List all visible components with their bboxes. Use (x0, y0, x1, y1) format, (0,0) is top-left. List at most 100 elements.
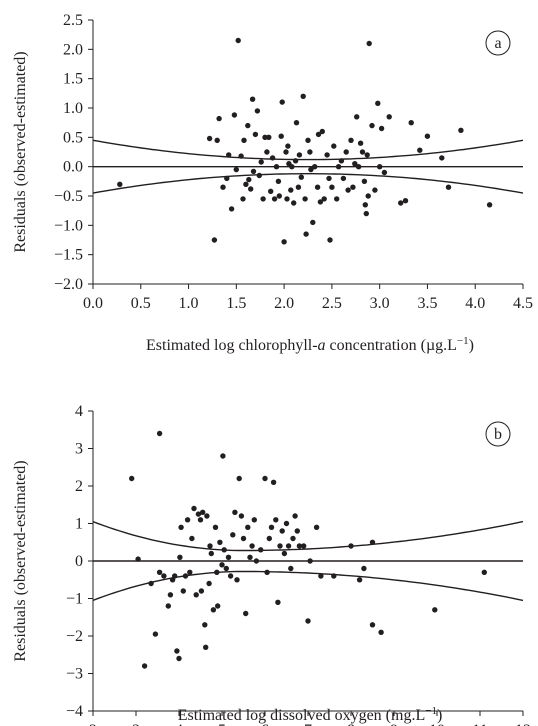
panel-b-data-point (135, 556, 141, 562)
panel-a-data-point (211, 237, 218, 243)
panel-a-data-point (292, 158, 299, 164)
panel-b-y-tick-label: −3 (66, 666, 83, 683)
panel-b-x-tick-label: 8 (347, 722, 355, 726)
panel-a-data-point (378, 125, 385, 132)
panel-a-y-tick-label: 0.5 (63, 129, 83, 146)
panel-a-y-tick-label: −2.0 (54, 276, 83, 293)
panel-b-data-point (148, 580, 154, 587)
panel-a-data-point (334, 196, 340, 202)
panel-a-data-point (231, 112, 238, 118)
panel-b-data-point (210, 607, 217, 613)
panel-a-data-point (249, 96, 256, 102)
panel-a-data-point (335, 164, 342, 170)
panel-a-data-point (363, 210, 369, 217)
panel-a-data-point (264, 149, 270, 155)
panel-a-data-point (365, 193, 371, 199)
panel-a-data-point (354, 114, 360, 120)
panel-b-y-tick-label: 0 (75, 553, 83, 570)
panel-b-data-point (176, 655, 182, 662)
panel-b-data-point (240, 535, 247, 542)
panel-a-data-point (417, 147, 423, 153)
panel-a-y-tick-label: 2.5 (63, 12, 83, 29)
panel-a-data-point (364, 152, 370, 158)
panel-a-data-point (220, 184, 226, 190)
panel-b-data-point (369, 622, 376, 628)
panel-a-x-tick-label: 3.0 (370, 295, 390, 312)
panel-a-data-point (386, 114, 392, 120)
panel-b-y-ticks: 4 3 2 1 0 −1 −2 −3 −4 (66, 403, 93, 720)
panel-b-y-tick-label: −1 (66, 591, 83, 608)
panel-a-data-point (226, 152, 232, 158)
panel-a-data-point (366, 40, 372, 47)
panel-b-y-axis-label: Residuals (observed-estimated) (12, 460, 29, 661)
panel-b-data-point (331, 573, 337, 579)
panel-a-data-point (381, 169, 388, 176)
panel-b-data-point (208, 550, 214, 557)
panel-b-data-point (161, 573, 167, 579)
panel-a-data-point (275, 178, 282, 184)
panel-a-x-tick-label: 0.5 (131, 295, 151, 312)
panel-a-data-point (228, 206, 235, 212)
panel-b-data-point (270, 479, 277, 485)
panel-a-data-point (375, 100, 381, 107)
panel-a-data-point (295, 184, 302, 190)
panel-a-lower-ci-curve (92, 173, 524, 194)
panel-b-data-point (281, 550, 288, 557)
panel-a-data-point (266, 134, 272, 140)
panel-b-data-point (283, 520, 290, 527)
panel-a-data-point (216, 115, 222, 122)
panel-a-data-point (289, 164, 295, 170)
panel-b-x-axis-label-part-1: Estimated log dissolved oxygen (mg.L (178, 707, 426, 724)
panel-b-data-point (177, 554, 183, 560)
panel-b-data-point (361, 565, 367, 572)
panel-a-x-tick-label: 1.0 (179, 295, 199, 312)
panel-b-data-point (152, 631, 159, 637)
panel-a-label-circle (485, 30, 511, 56)
panel-b-x-axis-label-exponent: −1 (425, 705, 437, 717)
panel-a-data-point (445, 184, 452, 190)
panel-a-data-point (224, 175, 230, 182)
panel-b-data-point (212, 524, 219, 530)
panel-b-data-point (369, 539, 376, 545)
panel-a-data-point (246, 176, 252, 183)
panel-a-data-point (345, 187, 351, 193)
panel-b-data-point (195, 511, 202, 517)
panel-b-data-point (165, 603, 171, 609)
panel-a-y-axis-label: Residuals (observed-estimated) (12, 51, 29, 252)
panel-a-data-point (357, 140, 364, 146)
panel-b-y-tick-label: 3 (75, 441, 83, 458)
panel-b-x-tick-label: 11 (472, 722, 487, 726)
panel-b-x-axis-label-part-3: ) (437, 707, 442, 724)
panel-a-data-point (254, 108, 261, 114)
panel-a-data-point (359, 149, 366, 155)
panel-a-x-axis-label-part-1: Estimated log chlorophyll- (146, 337, 318, 354)
panel-b-data-point (258, 547, 264, 553)
panel-a-data-point (314, 184, 321, 190)
panel-b-data-point (285, 543, 292, 549)
panel-b-data-point (301, 543, 307, 549)
panel-b-data-point (178, 524, 184, 530)
panel-a-x-tick-label: 1.5 (226, 295, 246, 312)
panel-b-data-point (432, 607, 438, 613)
panel-a-data-point (258, 159, 264, 165)
panel-b-y-tick-label: −2 (66, 628, 83, 645)
panel-b-data-point (249, 543, 255, 549)
panel-b-data-point (221, 547, 227, 553)
panel-b-data-point (227, 573, 234, 579)
panel-b-data-point (217, 539, 223, 545)
panel-b-data-point (292, 513, 298, 519)
panel-b-x-tick-label: 4 (175, 722, 183, 726)
panel-a-data-point (372, 187, 378, 193)
panel-a-data-point (303, 231, 309, 237)
panel-b-data-point (129, 475, 135, 482)
panel-a-x-ticks: 0.0 0.5 1.0 1.5 2.0 2.5 3.0 3.5 4.0 4.5 (83, 284, 533, 312)
panel-b-x-tick-label: 2 (89, 722, 97, 726)
panel-a-data-point (317, 199, 324, 205)
panel-a-data-point (288, 187, 294, 193)
panel-b-data-point (200, 509, 206, 515)
panel-b-y-tick-label: −4 (66, 703, 83, 720)
panel-a-data-point (291, 200, 297, 206)
panel-a-data-point (486, 202, 493, 208)
panel-b-data-point (318, 573, 324, 579)
